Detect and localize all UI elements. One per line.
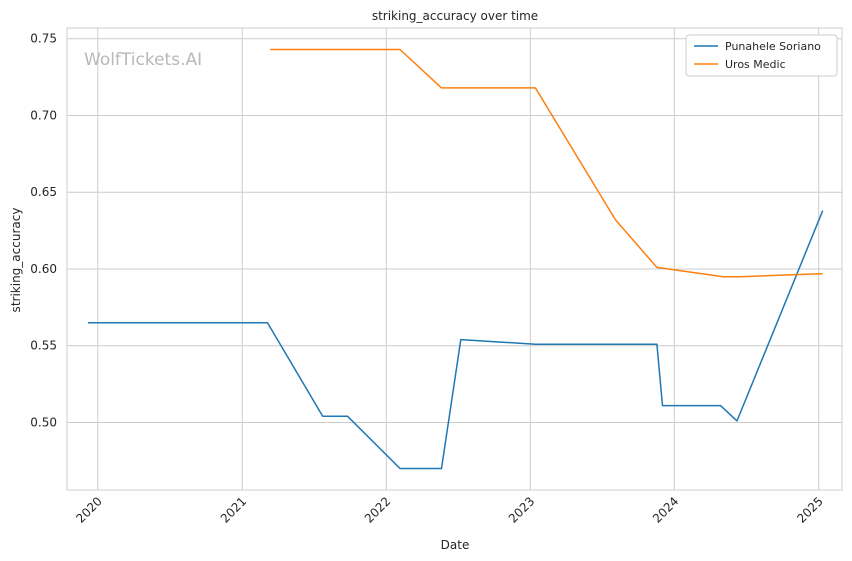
watermark-text: WolfTickets.AI [84,50,202,70]
grid [67,28,842,490]
x-axis-title: Date [441,538,470,552]
y-tick-label: 0.70 [30,108,57,122]
y-tick-label: 0.65 [30,185,57,199]
plot-frame [66,27,843,491]
y-tick-label: 0.60 [30,262,57,276]
y-tick-label: 0.75 [30,32,57,46]
legend: Punahele Soriano Uros Medic [685,34,838,77]
series-lines [87,48,824,470]
legend-box [685,34,838,77]
y-tick-label: 0.50 [30,415,57,429]
series-line-punahele-soriano [87,210,824,470]
y-tick-label: 0.55 [30,339,57,353]
y-axis-title: striking_accuracy [9,208,23,313]
legend-label-punahele-soriano: Punahele Soriano [725,40,821,53]
legend-label-uros-medic: Uros Medic [725,58,786,71]
chart-title: striking_accuracy over time [372,9,538,23]
series-line-uros-medic [270,48,823,278]
